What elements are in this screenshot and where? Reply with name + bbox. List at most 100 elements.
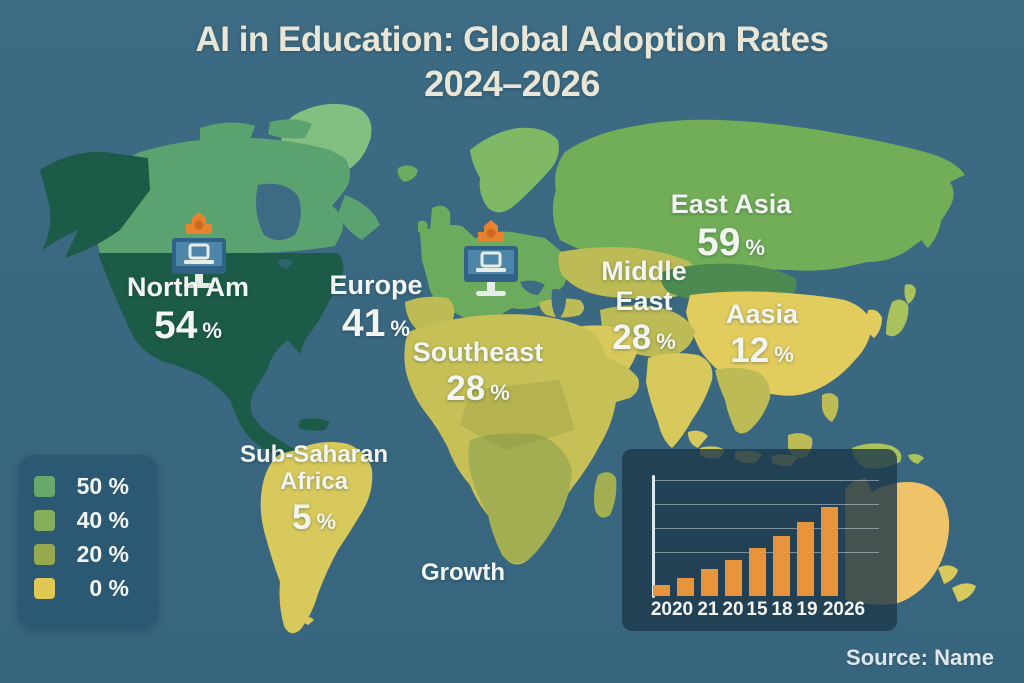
map-region-alaska <box>40 151 150 258</box>
region-name: Aasia <box>725 298 799 329</box>
map-region-cuba <box>298 418 330 431</box>
growth-annotation: Growth <box>421 559 505 586</box>
chart-bar <box>821 507 838 596</box>
region-unit: % <box>490 380 510 406</box>
region-value: 28 <box>612 318 652 358</box>
region-value: 59 <box>697 221 741 265</box>
region-unit: % <box>745 235 765 261</box>
legend-swatch-40 <box>34 509 55 531</box>
map-region-island <box>908 454 924 464</box>
map-region-iceland <box>397 165 418 182</box>
map-region-russia <box>552 119 965 271</box>
growth-bar-chart-panel: 2020 21 20 15 18 19 2026 <box>622 449 897 631</box>
education-monitor-icon-north-america <box>164 210 234 292</box>
map-region-central-asia <box>558 247 696 299</box>
map-region-ireland <box>418 220 428 233</box>
laptop-glyph <box>480 251 502 268</box>
region-name-line1: Middle <box>601 255 687 286</box>
chart-x-tick-label: 2026 <box>822 599 866 620</box>
map-region-usa-mexico <box>98 253 344 462</box>
chart-bar <box>701 569 718 596</box>
chart-gridline <box>653 552 879 553</box>
map-region-labrador <box>338 195 380 240</box>
monitor-base <box>184 283 214 288</box>
map-region-japan <box>886 299 909 337</box>
legend-row: 0 % <box>34 571 158 605</box>
region-name: Europe <box>329 269 423 300</box>
monitor-stand <box>487 282 495 291</box>
map-region-sumatra <box>688 430 708 448</box>
legend-swatch-0 <box>34 577 55 599</box>
map-region-india <box>646 353 713 448</box>
region-value: 12 <box>730 331 770 371</box>
chart-x-tick-label: 15 <box>746 599 768 620</box>
region-label-asia: Aasia 12% <box>726 299 798 371</box>
region-name: Southeast <box>412 336 544 367</box>
chart-x-tick-label: 20 <box>722 599 744 620</box>
map-region-scandinavia <box>470 127 559 213</box>
map-region-africa-south <box>468 433 572 564</box>
map-water-caspian-sea <box>551 289 566 320</box>
source-attribution: Source: Name <box>846 645 994 670</box>
map-region-philippines <box>822 393 839 422</box>
chart-gridline <box>653 504 879 505</box>
chart-gridline <box>653 480 879 481</box>
map-region-canada-arctic-island <box>268 119 312 139</box>
map-water-great-lakes <box>278 259 293 269</box>
region-name-line1: Sub-Saharan <box>239 441 389 469</box>
region-name: North Am <box>127 271 249 302</box>
map-region-indochina <box>715 367 771 434</box>
map-region-korea <box>866 309 882 338</box>
legend-label: 20 % <box>76 540 129 567</box>
region-label-sub-saharan-africa: Sub-Saharan Africa 5% <box>239 441 389 538</box>
region-value: 54 <box>154 304 198 348</box>
region-value: 28 <box>446 369 486 409</box>
region-name: East Asia <box>670 188 792 219</box>
chart-y-axis <box>652 475 655 598</box>
legend-label: 50 % <box>76 472 129 499</box>
region-unit: % <box>774 342 794 368</box>
legend-swatch-50 <box>34 475 55 497</box>
region-label-north-america: North Am 54% <box>127 272 249 348</box>
chart-plot-area <box>652 477 882 596</box>
map-region-madagascar <box>594 472 617 518</box>
chart-bar <box>677 578 694 596</box>
schoolhouse-door <box>486 228 496 238</box>
region-name-line2: Africa <box>279 468 349 495</box>
region-value: 41 <box>342 302 386 346</box>
laptop-glyph <box>188 243 210 260</box>
region-label-middle-east: Middle East 28% <box>601 256 687 358</box>
chart-bar <box>749 548 766 596</box>
map-water-hudson-bay <box>256 183 301 240</box>
map-region-africa-patch <box>460 380 575 450</box>
title-line-2: 2024–2026 <box>424 62 600 104</box>
region-unit: % <box>390 316 410 342</box>
legend-row: 40 % <box>34 503 158 537</box>
education-monitor-icon-europe <box>456 218 526 300</box>
chart-bar <box>725 560 742 596</box>
monitor-base <box>476 291 506 296</box>
laptop-base <box>476 268 506 272</box>
region-unit: % <box>202 318 222 344</box>
map-water-black-sea <box>520 280 545 295</box>
region-label-east-asia: East Asia 59% <box>671 189 792 265</box>
map-region-canada-arctic-island <box>200 122 255 143</box>
map-region-kamchatka <box>919 185 942 248</box>
map-region-new-zealand-south <box>952 583 976 602</box>
schoolhouse-door <box>194 220 204 230</box>
map-region-japan-north <box>904 284 916 304</box>
legend-swatch-20 <box>34 543 55 565</box>
map-region-falkland <box>303 616 314 625</box>
legend-panel: 50 % 40 % 20 % 0 % <box>18 455 158 629</box>
chart-x-tick-label: 2020 <box>650 599 694 620</box>
title-line-1: AI in Education: Global Adoption Rates <box>195 20 829 59</box>
laptop-base <box>184 260 214 264</box>
infographic-title: AI in Education: Global Adoption Rates 2… <box>0 18 1024 105</box>
map-region-south-america <box>260 442 373 634</box>
legend-label: 0 % <box>89 574 129 601</box>
region-label-europe: Europe 41% <box>329 270 422 346</box>
map-region-new-zealand-north <box>938 565 958 584</box>
chart-x-tick-label: 21 <box>697 599 719 620</box>
region-value: 5 <box>291 497 312 537</box>
legend-row: 50 % <box>34 469 158 503</box>
